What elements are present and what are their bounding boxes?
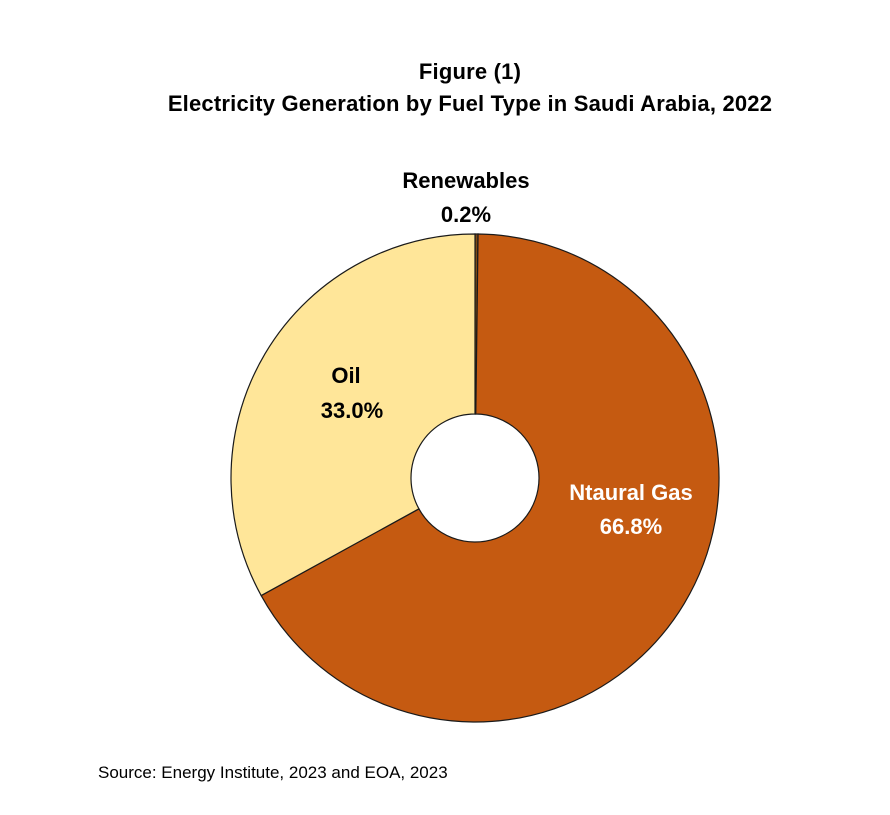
slice-value-renewables: 0.2% bbox=[441, 202, 491, 227]
slice-value-oil: 33.0% bbox=[321, 398, 383, 423]
slice-value-ntaural-gas: 66.8% bbox=[600, 514, 662, 539]
donut-slices bbox=[230, 233, 720, 723]
slice-name-oil: Oil bbox=[331, 363, 360, 388]
chart-title-block: Figure (1) Electricity Generation by Fue… bbox=[0, 56, 890, 120]
slice-name-renewables: Renewables bbox=[402, 168, 529, 193]
slice-ntaural-gas bbox=[260, 233, 720, 723]
slice-name-ntaural-gas: Ntaural Gas bbox=[569, 480, 693, 505]
chart-title: Electricity Generation by Fuel Type in S… bbox=[167, 91, 773, 116]
figure-label: Figure (1) bbox=[418, 59, 522, 84]
source-note: Source: Energy Institute, 2023 and EOA, … bbox=[98, 763, 448, 782]
slice-oil bbox=[230, 233, 476, 597]
slice-labels: Renewables 0.2% Ntaural Gas 66.8% Oil 33.0% bbox=[321, 168, 693, 539]
